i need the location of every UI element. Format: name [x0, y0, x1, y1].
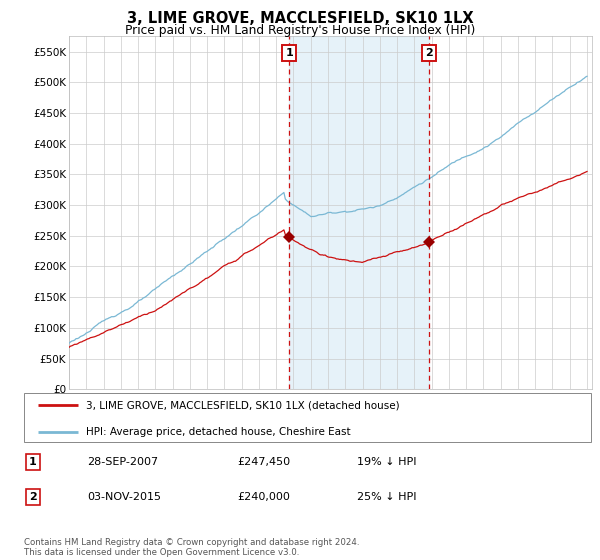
Text: 1: 1	[285, 48, 293, 58]
Text: 25% ↓ HPI: 25% ↓ HPI	[357, 492, 416, 502]
Text: HPI: Average price, detached house, Cheshire East: HPI: Average price, detached house, Ches…	[86, 427, 351, 437]
Text: 03-NOV-2015: 03-NOV-2015	[87, 492, 161, 502]
Text: Price paid vs. HM Land Registry's House Price Index (HPI): Price paid vs. HM Land Registry's House …	[125, 24, 475, 36]
Text: 3, LIME GROVE, MACCLESFIELD, SK10 1LX (detached house): 3, LIME GROVE, MACCLESFIELD, SK10 1LX (d…	[86, 400, 400, 410]
Text: 2: 2	[29, 492, 37, 502]
Bar	[289, 36, 429, 389]
Text: 3, LIME GROVE, MACCLESFIELD, SK10 1LX: 3, LIME GROVE, MACCLESFIELD, SK10 1LX	[127, 11, 473, 26]
Text: 19% ↓ HPI: 19% ↓ HPI	[357, 457, 416, 467]
Text: Contains HM Land Registry data © Crown copyright and database right 2024.
This d: Contains HM Land Registry data © Crown c…	[24, 538, 359, 557]
Text: £247,450: £247,450	[237, 457, 290, 467]
Text: 2: 2	[425, 48, 433, 58]
Text: 28-SEP-2007: 28-SEP-2007	[87, 457, 158, 467]
Text: £240,000: £240,000	[237, 492, 290, 502]
Text: 1: 1	[29, 457, 37, 467]
FancyBboxPatch shape	[24, 393, 591, 442]
